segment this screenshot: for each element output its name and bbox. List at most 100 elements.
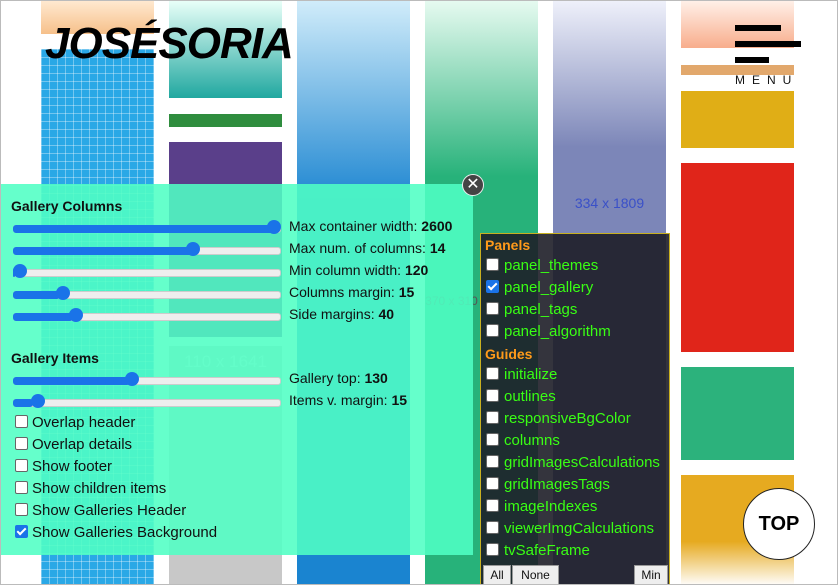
range-slider[interactable] — [13, 371, 281, 389]
checkbox-label: initialize — [504, 366, 558, 383]
menu-label: MENU — [735, 73, 799, 87]
slider-value: 15 — [398, 284, 415, 300]
checkbox-option[interactable]: outlines — [486, 388, 556, 405]
checkbox-option[interactable]: Overlap header — [15, 414, 135, 431]
range-slider[interactable] — [13, 241, 281, 259]
slider-label-text: Gallery top: — [289, 370, 361, 386]
checkbox-option[interactable]: viewerImgCalculations — [486, 520, 654, 537]
slider-label: Side margins: 40 — [289, 306, 394, 322]
gallery-column-6 — [681, 1, 794, 584]
checkbox-option[interactable]: Show Galleries Background — [15, 524, 217, 541]
image-size-label: 334 x 1809 — [574, 195, 645, 211]
checkbox-label: Overlap details — [32, 436, 133, 453]
gallery-image[interactable] — [681, 65, 794, 75]
range-slider[interactable] — [13, 393, 281, 411]
checkbox[interactable] — [486, 302, 499, 315]
checkbox-option[interactable]: panel_algorithm — [486, 323, 611, 340]
checkbox[interactable] — [486, 543, 499, 556]
checkbox[interactable] — [486, 258, 499, 271]
checkbox-option[interactable]: initialize — [486, 366, 557, 383]
slider-label: Items v. margin: 15 — [289, 392, 407, 408]
checkbox-label: Show footer — [32, 458, 113, 475]
gallery-image[interactable] — [681, 1, 794, 48]
select-all-button[interactable]: All — [483, 565, 511, 584]
checkbox-option[interactable]: gridImagesCalculations — [486, 454, 660, 471]
checkbox-option[interactable]: Show Galleries Header — [15, 502, 186, 519]
checkbox[interactable] — [486, 324, 499, 337]
checkbox-option[interactable]: panel_themes — [486, 257, 598, 274]
slider-thumb[interactable] — [124, 372, 139, 386]
checkbox[interactable] — [15, 437, 28, 450]
slider-label: Columns margin: 15 — [289, 284, 414, 300]
slider-label-text: Items v. margin: — [289, 392, 388, 408]
checkbox[interactable] — [15, 503, 28, 516]
slider-value: 15 — [391, 392, 408, 408]
checkbox[interactable] — [15, 481, 28, 494]
slider-track — [13, 269, 281, 277]
panels-heading: Panels — [485, 237, 531, 253]
checkbox[interactable] — [486, 499, 499, 512]
checkbox-option[interactable]: imageIndexes — [486, 498, 597, 515]
minimize-button[interactable]: Min — [634, 565, 668, 584]
slider-label: Min column width: 120 — [289, 262, 428, 278]
slider-thumb[interactable] — [13, 264, 27, 278]
range-slider[interactable] — [13, 219, 281, 237]
slider-value: 130 — [364, 370, 388, 386]
checkbox[interactable] — [486, 280, 499, 293]
site-logo[interactable]: JOSÉSORIA — [45, 19, 294, 68]
range-slider[interactable] — [13, 285, 281, 303]
checkbox-label: Show children items — [32, 480, 167, 497]
slider-thumb[interactable] — [68, 308, 83, 322]
checkbox[interactable] — [486, 521, 499, 534]
slider-label: Gallery top: 130 — [289, 370, 388, 386]
checkbox-option[interactable]: panel_gallery — [486, 279, 593, 296]
gallery-image[interactable] — [681, 163, 794, 352]
menu-button[interactable]: MENU — [733, 25, 803, 87]
checkbox-option[interactable]: responsiveBgColor — [486, 410, 631, 427]
slider-fill — [13, 291, 60, 299]
gallery-image[interactable] — [681, 91, 794, 148]
checkbox-label: outlines — [504, 388, 556, 405]
slider-thumb[interactable] — [185, 242, 200, 256]
checkbox[interactable] — [15, 459, 28, 472]
slider-label: Max container width: 2600 — [289, 218, 452, 234]
slider-thumb[interactable] — [267, 220, 281, 234]
checkbox-option[interactable]: columns — [486, 432, 560, 449]
checkbox-option[interactable]: Show footer — [15, 458, 112, 475]
gallery-settings-panel: Gallery Columns Gallery Items Max contai… — [1, 184, 473, 555]
select-none-button[interactable]: None — [512, 565, 559, 584]
close-icon: ✕ — [466, 176, 480, 193]
checkbox[interactable] — [486, 455, 499, 468]
gallery-image[interactable] — [169, 1, 282, 98]
slider-thumb[interactable] — [56, 286, 71, 300]
checkbox[interactable] — [15, 415, 28, 428]
checkbox-label: tvSafeFrame — [504, 542, 590, 559]
checkbox[interactable] — [486, 477, 499, 490]
gallery-image[interactable] — [169, 114, 282, 127]
gallery-image[interactable] — [681, 367, 794, 460]
close-panel-button[interactable]: ✕ — [462, 174, 484, 196]
checkbox[interactable] — [15, 525, 28, 538]
scroll-top-button[interactable]: TOP — [743, 488, 815, 560]
slider-value: 40 — [378, 306, 395, 322]
guides-heading: Guides — [485, 346, 533, 362]
range-slider[interactable] — [13, 263, 281, 281]
checkbox-label: panel_tags — [504, 301, 578, 318]
checkbox-option[interactable]: Overlap details — [15, 436, 132, 453]
checkbox[interactable] — [486, 411, 499, 424]
checkbox-option[interactable]: panel_tags — [486, 301, 577, 318]
checkbox[interactable] — [486, 389, 499, 402]
slider-thumb[interactable] — [30, 394, 45, 408]
checkbox-option[interactable]: Show children items — [15, 480, 166, 497]
checkbox-option[interactable]: tvSafeFrame — [486, 542, 590, 559]
slider-value: 14 — [429, 240, 446, 256]
gallery-image[interactable] — [41, 1, 154, 34]
menu-icon — [735, 25, 781, 31]
checkbox-label: panel_themes — [504, 257, 599, 274]
checkbox[interactable] — [486, 433, 499, 446]
checkbox[interactable] — [486, 367, 499, 380]
range-slider[interactable] — [13, 307, 281, 325]
checkbox-option[interactable]: gridImagesTags — [486, 476, 610, 493]
